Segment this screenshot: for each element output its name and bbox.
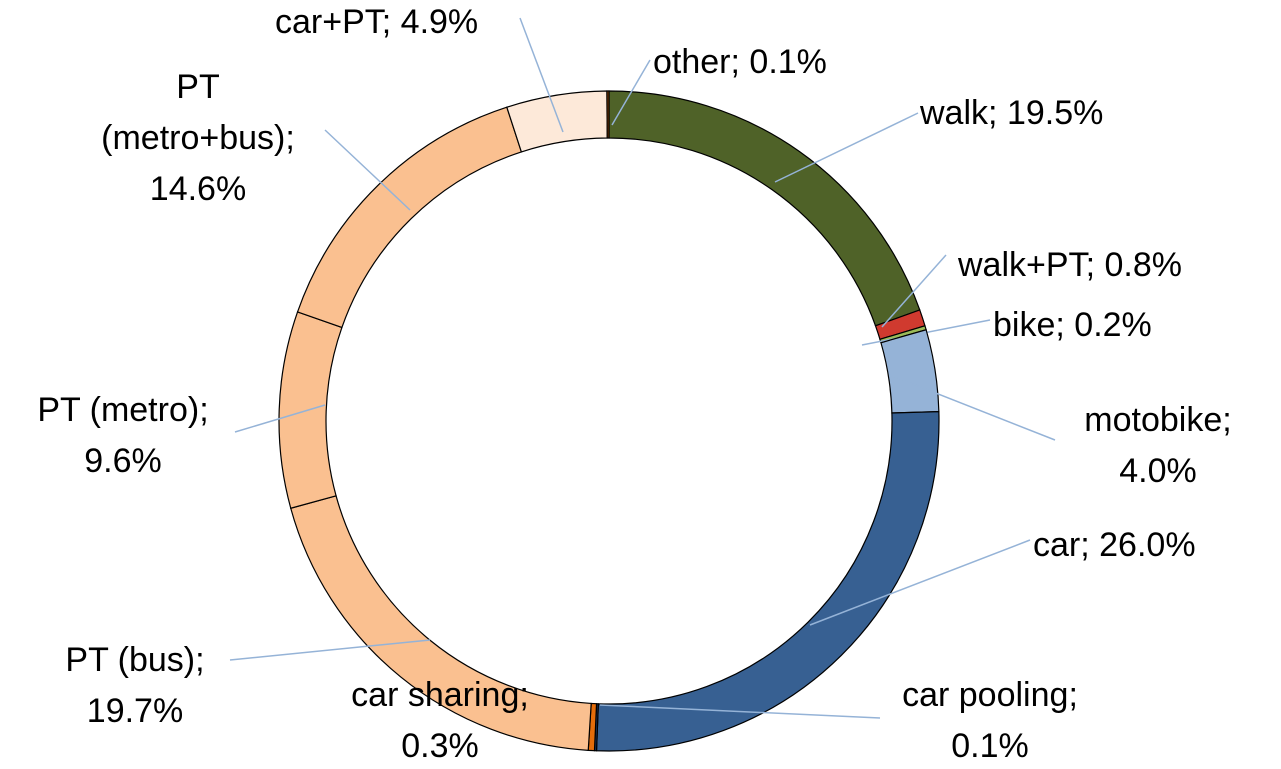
label-separator: ; [285, 119, 295, 157]
label-separator: ; [381, 3, 392, 41]
data-label: bike; 0.2% [993, 300, 1273, 351]
category-label: car sharing [351, 676, 520, 714]
label-separator: ; [1080, 526, 1090, 564]
data-label: PT (metro+bus); 14.6% [78, 62, 318, 215]
donut-segment [608, 90, 921, 327]
leader-line [809, 539, 1031, 626]
category-label: walk [920, 94, 989, 132]
value-label: 26.0% [1099, 526, 1196, 564]
category-label: car [1033, 526, 1081, 564]
value-label: 9.6% [84, 442, 162, 480]
value-label: 19.5% [1006, 94, 1104, 132]
label-separator: ; [199, 391, 209, 429]
label-separator: ; [1085, 246, 1096, 284]
label-separator: ; [195, 641, 205, 679]
category-label: PT (metro) [37, 391, 200, 429]
data-label: PT (bus); 19.7% [35, 635, 235, 737]
data-label: car; 26.0% [1033, 520, 1273, 571]
category-label: PT (metro+bus) [101, 68, 286, 157]
data-label: walk; 19.5% [920, 88, 1260, 139]
category-label: bike [993, 306, 1056, 344]
leader-line [324, 129, 411, 211]
category-label: car+PT [275, 3, 382, 41]
category-label: PT (bus) [65, 641, 196, 679]
label-separator: ; [1068, 676, 1078, 714]
value-label: 4.0% [1119, 452, 1197, 490]
leader-line [234, 404, 326, 433]
category-label: car pooling [902, 676, 1069, 714]
label-separator: ; [1055, 306, 1065, 344]
data-label: car pooling; 0.1% [870, 670, 1110, 769]
donut-segment [506, 90, 608, 153]
value-label: 14.6% [149, 170, 247, 208]
value-label: 0.1% [951, 727, 1029, 765]
data-label: PT (metro); 9.6% [8, 385, 238, 487]
label-separator: ; [519, 676, 529, 714]
value-label: 0.3% [401, 727, 479, 765]
label-separator: ; [730, 43, 740, 81]
value-label: 0.2% [1074, 306, 1152, 344]
leader-line [881, 254, 947, 328]
data-label: motobike; 4.0% [1058, 395, 1258, 497]
category-label: walk+PT [958, 246, 1086, 284]
category-label: other [653, 43, 731, 81]
leader-line [519, 17, 564, 133]
data-label: car+PT; 4.9% [275, 0, 575, 48]
leader-line [774, 112, 919, 183]
value-label: 4.9% [400, 3, 479, 41]
data-label: car sharing; 0.3% [320, 670, 560, 769]
leader-line [229, 639, 431, 661]
donut-segment [606, 90, 610, 139]
data-label: walk+PT; 0.8% [958, 240, 1278, 291]
label-separator: ; [1222, 401, 1232, 439]
label-separator: ; [988, 94, 998, 132]
value-label: 19.7% [86, 692, 184, 730]
value-label: 0.1% [749, 43, 827, 81]
leader-line [611, 59, 651, 126]
value-label: 0.8% [1104, 246, 1182, 284]
category-label: motobike [1084, 401, 1223, 439]
leader-line [599, 704, 881, 719]
donut-segment [296, 106, 523, 329]
data-label: other; 0.1% [653, 37, 953, 88]
leader-line [889, 374, 1056, 441]
donut-segment [880, 329, 940, 414]
